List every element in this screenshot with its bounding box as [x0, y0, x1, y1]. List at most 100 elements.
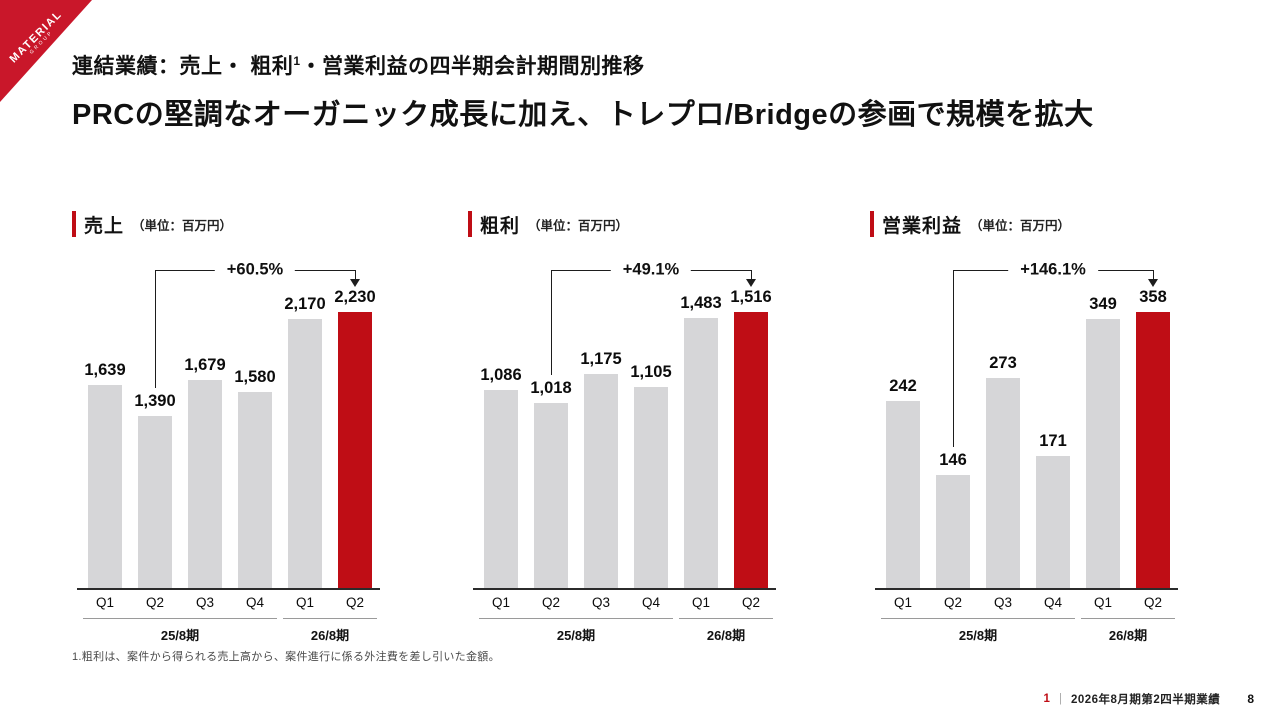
bar-q4 [1036, 456, 1070, 588]
chart-title: 売上 [84, 215, 125, 237]
bar-value-label: 358 [1139, 288, 1167, 306]
brand-logo: MATERIAL GROUP [2, 3, 74, 75]
revenue-chart-section: 売上 （単位：百万円） 1,639 Q1 1,390 Q2 1,679 Q3 1,580 Q4… [72, 210, 387, 650]
period-label: 26/8期 [1108, 628, 1148, 643]
bar-value-label: 1,086 [480, 366, 522, 384]
growth-bracket-left-leg [155, 270, 156, 388]
bar-q2-highlight [734, 312, 768, 588]
x-tick-label: Q2 [145, 595, 165, 610]
kicker-text-pre: 連結業績：売上・ 粗利 [72, 55, 294, 78]
period-underline [679, 618, 773, 619]
growth-bracket-right-leg [751, 270, 752, 279]
growth-arrowhead-icon [350, 279, 360, 287]
bar-value-label: 1,390 [134, 392, 176, 410]
x-tick-label: Q1 [691, 595, 711, 610]
bar-value-label: 1,018 [530, 379, 572, 397]
chart-title-row: 売上 （単位：百万円） [72, 210, 387, 238]
slide-header: 連結業績：売上・ 粗利1・営業利益の四半期会計期間別推移 PRCの堅調なオーガニ… [72, 50, 1212, 133]
footnote: 1.粗利は、案件から得られる売上高から、案件進行に係る外注費を差し引いた金額。 [72, 651, 500, 663]
bar-q2-highlight [1136, 312, 1170, 588]
period-underline [83, 618, 277, 619]
footer-separator: | [1058, 693, 1062, 705]
growth-label: +60.5% [214, 260, 296, 280]
growth-label: +146.1% [1008, 260, 1098, 280]
bar-q1 [886, 401, 920, 588]
bar-value-label: 171 [1039, 432, 1067, 450]
chart-unit-label: （単位：百万円） [528, 218, 629, 233]
kicker-text-post: ・営業利益の四半期会計期間別推移 [300, 55, 645, 78]
bar-value-label: 1,516 [730, 288, 772, 306]
x-axis-line [473, 588, 776, 590]
footer-section-number: 1 [1043, 693, 1050, 705]
x-tick-label: Q4 [641, 595, 661, 610]
footer-page-number: 8 [1247, 692, 1254, 706]
chart-unit-label: （単位：百万円） [132, 218, 233, 233]
bar-value-label: 273 [989, 354, 1017, 372]
bar-value-label: 349 [1089, 295, 1117, 313]
x-tick-label: Q1 [95, 595, 115, 610]
slide-title: PRCの堅調なオーガニック成長に加え、トレプロ/Bridgeの参画で規模を拡大 [72, 99, 1094, 131]
kicker-superscript: 1 [293, 54, 301, 68]
bar-q1 [1086, 319, 1120, 588]
period-label: 26/8期 [706, 628, 746, 643]
growth-bracket-right-leg [1153, 270, 1154, 279]
bar-q1 [88, 385, 122, 588]
period-underline [881, 618, 1075, 619]
revenue-bar-chart: 1,639 Q1 1,390 Q2 1,679 Q3 1,580 Q4 2,170 Q1 2,230… [72, 255, 387, 647]
chart-unit-label: （単位：百万円） [970, 218, 1071, 233]
chart-title: 営業利益 [882, 215, 963, 237]
bar-q1 [684, 318, 718, 588]
accent-bar-icon [72, 211, 76, 237]
bar-value-label: 2,230 [334, 288, 376, 306]
growth-label: +49.1% [610, 260, 692, 280]
slide-footer: 1 | 2026年8月期第2四半期業績 8 [1044, 691, 1254, 707]
x-tick-label: Q2 [345, 595, 365, 610]
bar-q3 [584, 374, 618, 588]
bar-value-label: 2,170 [284, 295, 326, 313]
period-label: 25/8期 [556, 628, 596, 643]
period-label: 25/8期 [958, 628, 998, 643]
bar-value-label: 242 [889, 377, 917, 395]
bar-q1 [288, 319, 322, 588]
bar-q2 [534, 403, 568, 588]
bar-value-label: 1,105 [630, 363, 672, 381]
x-tick-label: Q4 [1043, 595, 1063, 610]
period-underline [283, 618, 377, 619]
x-tick-label: Q4 [245, 595, 265, 610]
chart-title: 粗利 [480, 215, 521, 237]
x-tick-label: Q1 [491, 595, 511, 610]
accent-bar-icon [870, 211, 874, 237]
x-tick-label: Q1 [295, 595, 315, 610]
operating-profit-chart-section: 営業利益 （単位：百万円） 242 Q1 146 Q2 273 Q3 171 Q4 349 Q1 3… [870, 210, 1185, 650]
growth-arrowhead-icon [1148, 279, 1158, 287]
period-underline [1081, 618, 1175, 619]
bar-value-label: 146 [939, 451, 967, 469]
x-axis-line [875, 588, 1178, 590]
growth-arrowhead-icon [746, 279, 756, 287]
bar-q2 [936, 475, 970, 588]
bar-value-label: 1,175 [580, 350, 622, 368]
x-tick-label: Q1 [1093, 595, 1113, 610]
chart-title-row: 粗利 （単位：百万円） [468, 210, 783, 238]
slide-kicker: 連結業績：売上・ 粗利1・営業利益の四半期会計期間別推移 [72, 50, 1212, 80]
bar-q3 [986, 378, 1020, 588]
bar-q3 [188, 380, 222, 588]
period-label: 26/8期 [310, 628, 350, 643]
x-tick-label: Q1 [893, 595, 913, 610]
bar-q4 [238, 392, 272, 588]
accent-bar-icon [468, 211, 472, 237]
x-tick-label: Q2 [943, 595, 963, 610]
bar-q1 [484, 390, 518, 588]
bar-value-label: 1,679 [184, 356, 226, 374]
growth-bracket-right-leg [355, 270, 356, 279]
x-axis-line [77, 588, 380, 590]
x-tick-label: Q2 [541, 595, 561, 610]
bar-q4 [634, 387, 668, 588]
operating-profit-bar-chart: 242 Q1 146 Q2 273 Q3 171 Q4 349 Q1 358 Q2 25/8期 26/8期… [870, 255, 1185, 647]
x-tick-label: Q2 [741, 595, 761, 610]
gross-profit-chart-section: 粗利 （単位：百万円） 1,086 Q1 1,018 Q2 1,175 Q3 1,105 Q4… [468, 210, 783, 650]
growth-bracket-left-leg [551, 270, 552, 375]
period-label: 25/8期 [160, 628, 200, 643]
brand-logo-text: MATERIAL [7, 8, 65, 66]
